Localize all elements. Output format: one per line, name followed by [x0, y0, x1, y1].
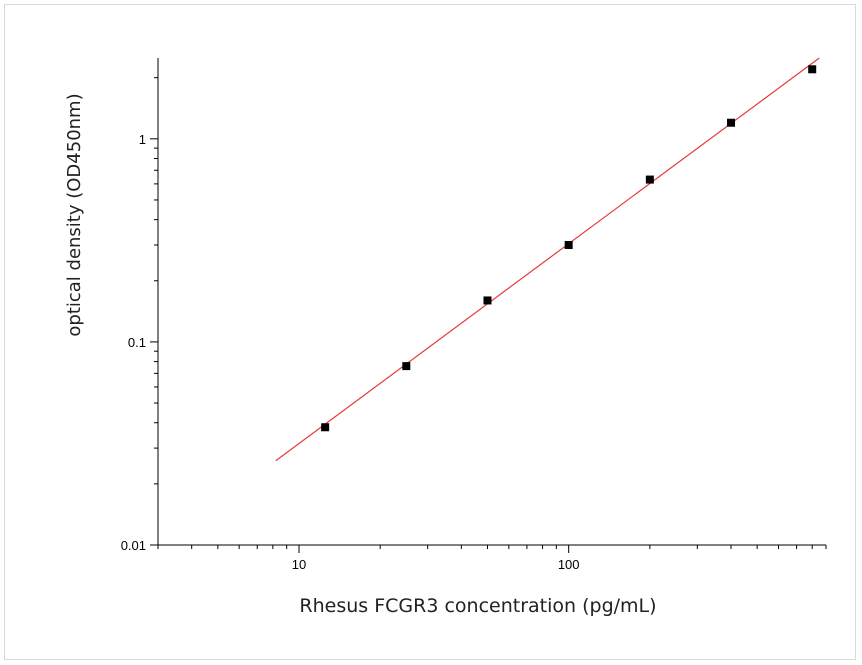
x-axis-ticks: 10 100 — [157, 545, 827, 572]
data-point — [808, 65, 817, 74]
chart-frame — [4, 4, 856, 660]
data-point — [564, 241, 573, 250]
y-tick-label: 1 — [139, 132, 146, 147]
data-points-layer — [321, 65, 817, 432]
fit-line — [275, 57, 820, 462]
data-point — [483, 296, 492, 305]
y-tick-label: 0.01 — [121, 538, 146, 553]
data-point — [645, 175, 654, 184]
x-tick-label: 10 — [292, 557, 306, 572]
fit-line-layer — [275, 57, 820, 462]
data-point — [321, 423, 330, 432]
axes-layer: 10 100 0.01 0.1 1 — [121, 58, 827, 572]
x-axis-title: Rhesus FCGR3 concentration (pg/mL) — [299, 595, 656, 617]
data-point — [727, 118, 736, 127]
x-tick-label: 100 — [558, 557, 580, 572]
data-point — [402, 362, 411, 371]
y-tick-label: 0.1 — [128, 335, 146, 350]
y-axis-title: optical density (OD450nm) — [64, 93, 85, 336]
y-axis-ticks: 0.01 0.1 1 — [121, 77, 158, 553]
